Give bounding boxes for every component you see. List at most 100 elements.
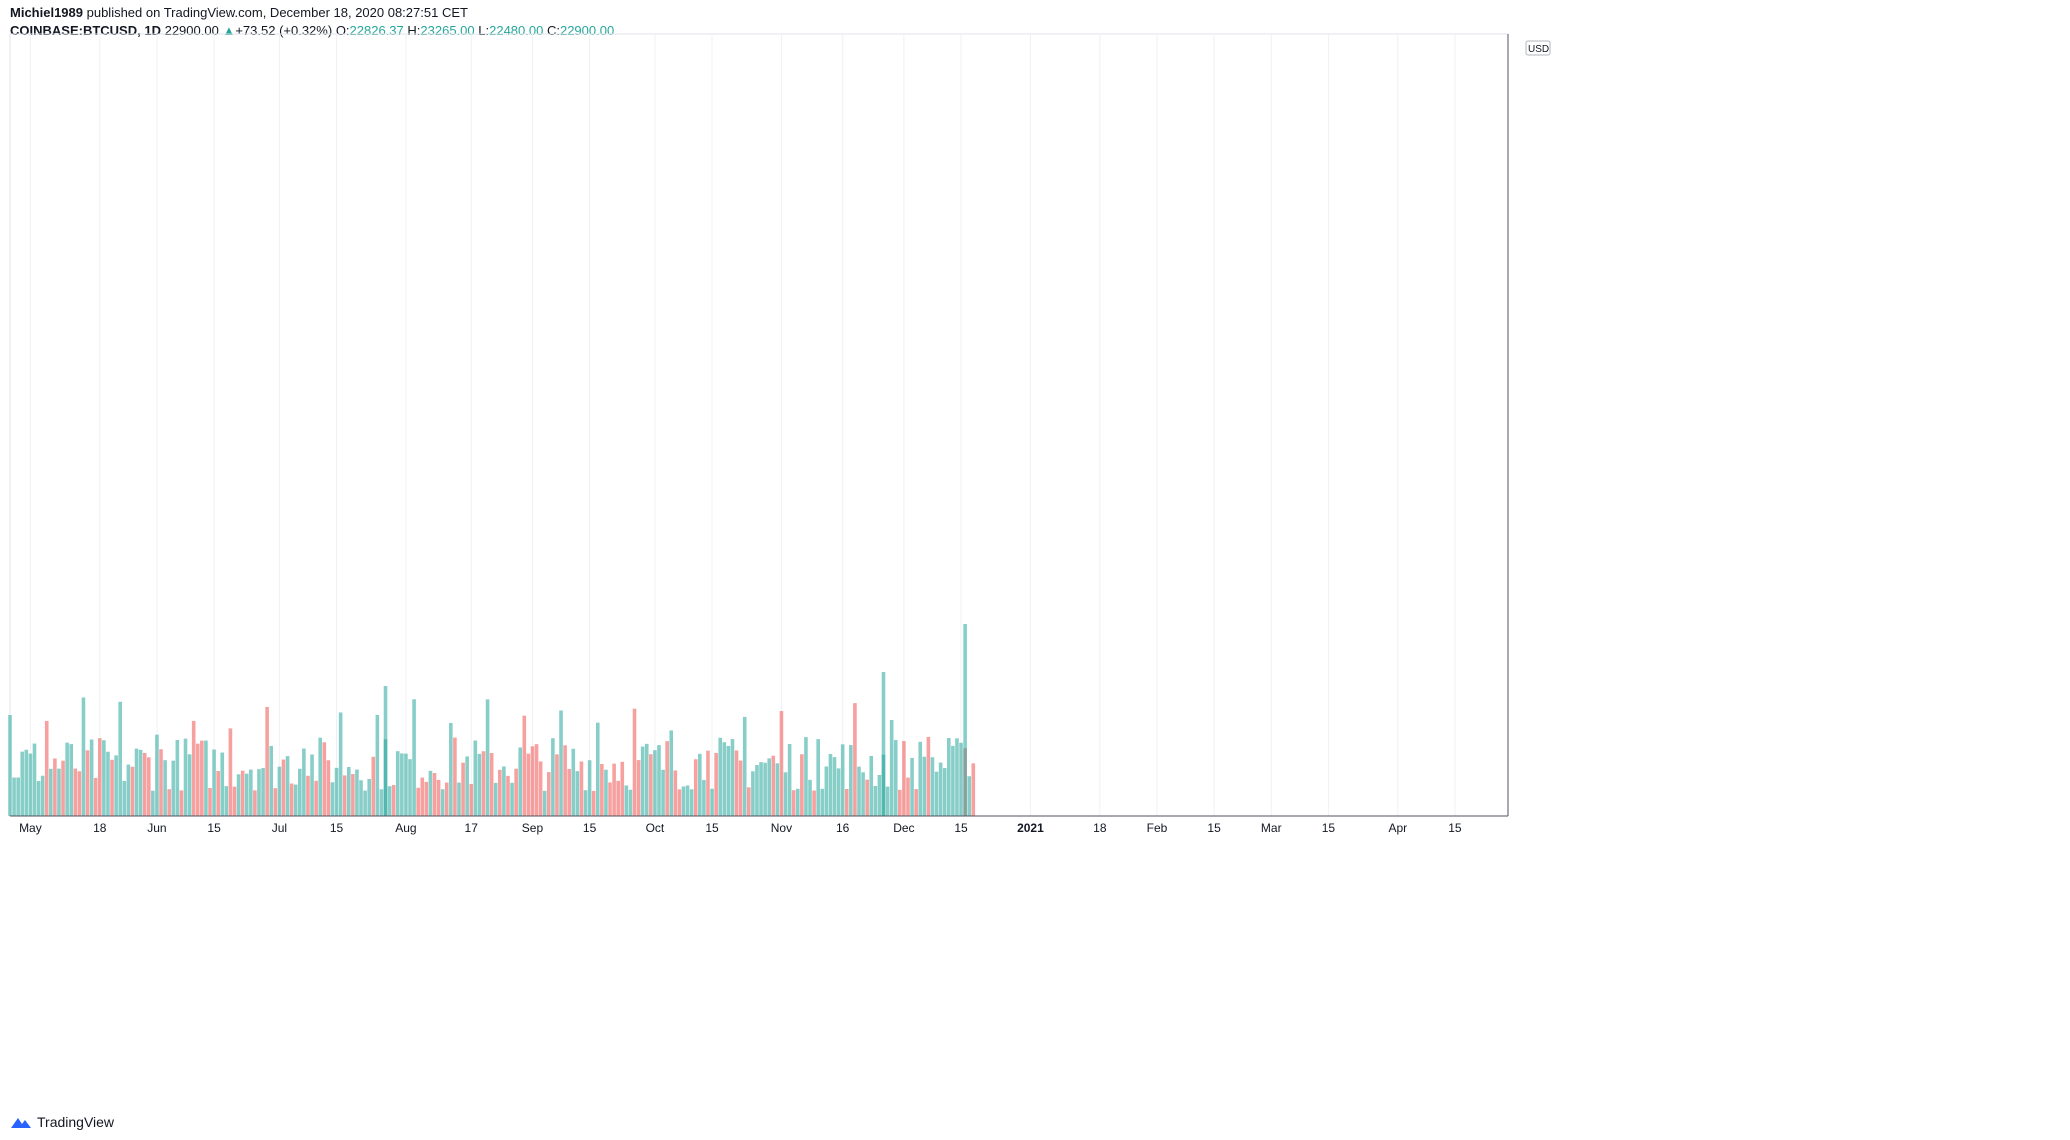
volume-bar — [106, 751, 110, 816]
time-tick-label: Nov — [771, 821, 792, 835]
volume-bar — [346, 766, 351, 816]
volume-bar — [469, 784, 474, 816]
volume-bar — [110, 759, 114, 816]
volume-bar — [689, 789, 694, 816]
volume-bar — [444, 782, 449, 816]
volume-bar — [249, 769, 253, 816]
volume-bar — [571, 748, 576, 816]
volume-bar — [742, 716, 747, 816]
volume-bar — [583, 790, 588, 816]
volume-bar — [865, 779, 869, 816]
volume-bar — [930, 757, 935, 816]
volume-bar — [12, 777, 16, 816]
volume-bar — [714, 752, 718, 816]
volume-bar — [424, 781, 429, 816]
volume-bar — [767, 758, 772, 816]
volume-bar — [457, 782, 461, 816]
volume-bar — [20, 751, 25, 816]
volume-bar — [604, 769, 608, 816]
volume-bar — [510, 782, 514, 816]
volume-bar — [563, 745, 567, 816]
volume-bar — [269, 745, 274, 816]
volume-bar — [44, 720, 49, 816]
volume-bar — [93, 777, 98, 816]
volume-bar — [591, 790, 596, 816]
volume-bar — [351, 774, 355, 816]
volume-bar — [910, 757, 914, 816]
volume-bar — [8, 715, 12, 816]
volume-bar — [191, 720, 196, 816]
volume-bar — [126, 764, 131, 816]
volume-bar — [840, 744, 845, 816]
time-tick-label: 17 — [465, 821, 479, 835]
volume-bar — [877, 774, 882, 816]
volume-bar — [298, 768, 302, 816]
chart-axes[interactable]: 25000.0024000.0022000.0021000.0019800.00… — [10, 0, 1567, 835]
volume-bar — [114, 755, 118, 816]
volume-bar — [795, 788, 800, 816]
volume-bar — [702, 779, 706, 816]
volume-bar — [134, 748, 139, 816]
volume-bar — [155, 734, 159, 816]
volume-bar — [559, 710, 563, 816]
volume-bar — [771, 755, 776, 816]
volume-bar — [942, 768, 947, 816]
volume-bar — [65, 742, 69, 816]
time-tick-label: 15 — [330, 821, 344, 835]
time-tick-label: 15 — [954, 821, 968, 835]
volume-bar — [289, 783, 294, 816]
volume-bar — [579, 761, 584, 816]
volume-bar — [195, 743, 200, 816]
volume-bar — [542, 790, 547, 816]
volume-bar — [138, 749, 143, 816]
volume-bar — [326, 760, 331, 816]
volume-bar — [151, 790, 155, 816]
volume-bar — [342, 775, 347, 816]
tradingview-logo-icon — [11, 1118, 31, 1128]
currency-badge — [1525, 40, 1551, 56]
volume-bar — [849, 745, 853, 816]
volume-bar — [285, 756, 290, 816]
volume-bar — [477, 753, 482, 816]
volume-bar — [253, 790, 257, 816]
author-name[interactable]: Michiel1989 — [10, 5, 83, 20]
volume-bar — [926, 736, 931, 816]
volume-bar — [665, 741, 669, 816]
volume-bar — [208, 787, 212, 816]
volume-bar — [428, 770, 433, 816]
volume-bar — [220, 752, 225, 816]
volume-bar — [175, 739, 180, 816]
time-tick-label: Jul — [272, 821, 287, 835]
volume-bar — [514, 768, 518, 816]
footer[interactable]: TradingView — [10, 1114, 114, 1130]
volume-bar — [485, 699, 490, 816]
time-tick-label: May — [19, 821, 42, 835]
volume-bar — [277, 766, 282, 816]
volume-bar — [89, 739, 94, 816]
volume-bar — [779, 711, 784, 816]
volume-bar — [36, 781, 41, 816]
volume-bar — [310, 754, 314, 816]
volume-bar — [681, 786, 686, 816]
low-label: L: — [478, 23, 490, 38]
volume-peak-bar — [383, 686, 388, 816]
volume-bar — [359, 780, 363, 816]
volume-bar — [763, 762, 767, 816]
volume-bar — [61, 760, 65, 816]
volume-bar — [387, 786, 392, 816]
volume-bar — [791, 790, 796, 816]
volume-bar — [322, 742, 327, 816]
volume-bar — [955, 738, 959, 816]
volume-bar — [898, 789, 902, 816]
volume-bar — [567, 768, 571, 816]
volume-bar — [844, 788, 849, 816]
volume-bar — [489, 752, 494, 816]
volume-bar — [265, 706, 269, 816]
volume-bar — [657, 745, 661, 816]
volume-bar — [673, 770, 678, 816]
volume-bar — [461, 762, 465, 816]
currency-label: USD — [1528, 44, 1549, 55]
volume-bar — [640, 746, 645, 816]
volume-bar — [804, 737, 808, 816]
